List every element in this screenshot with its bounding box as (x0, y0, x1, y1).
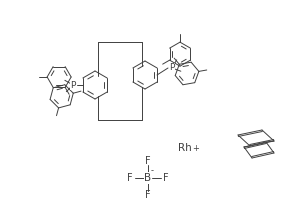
Text: -: - (151, 166, 154, 175)
Text: P: P (169, 64, 175, 72)
Text: F: F (145, 156, 151, 166)
Text: P: P (70, 81, 76, 89)
Text: B: B (144, 173, 152, 183)
Text: Rh: Rh (178, 143, 192, 153)
Text: F: F (145, 190, 151, 200)
Text: F: F (127, 173, 133, 183)
Text: +: + (192, 144, 199, 153)
Text: F: F (163, 173, 169, 183)
